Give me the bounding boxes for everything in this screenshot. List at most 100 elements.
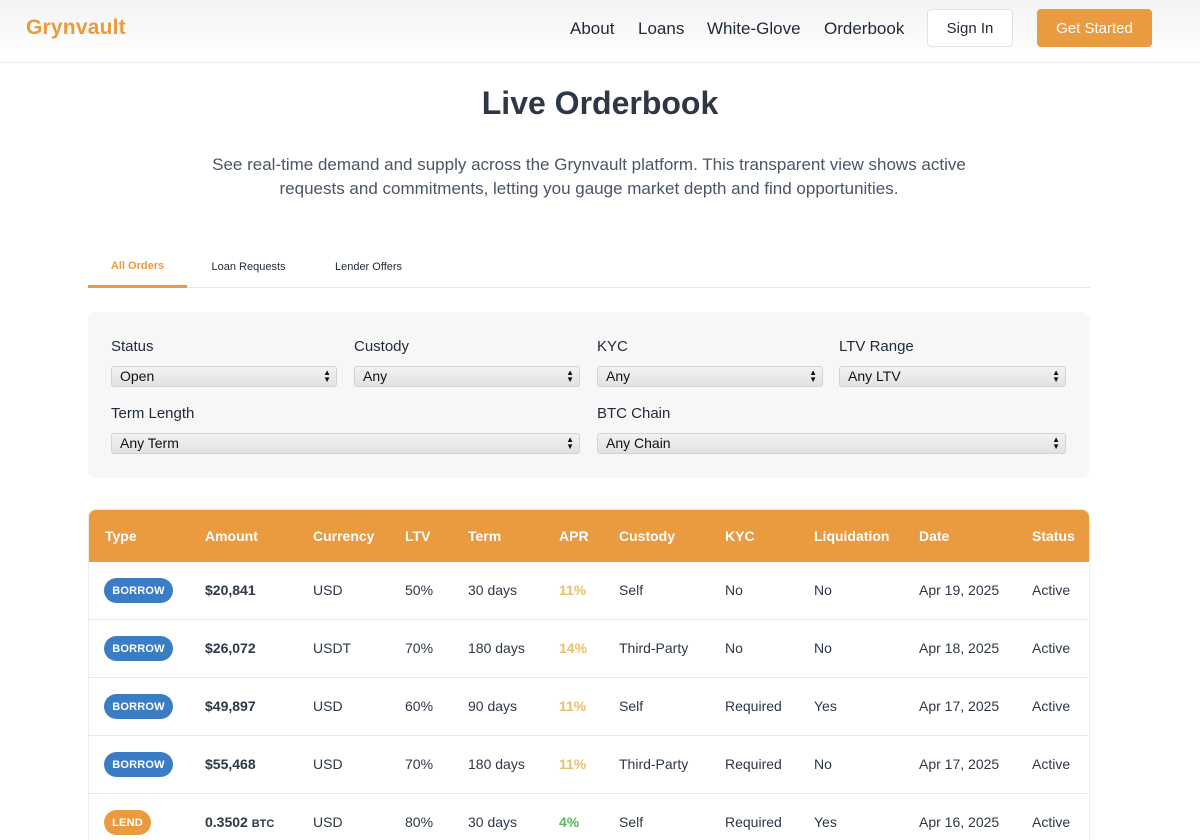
kyc-cell: Required xyxy=(725,698,782,714)
ltv-cell: 70% xyxy=(405,640,434,656)
table-row[interactable]: BORROW $20,841 USD 50% 30 days 11% Self … xyxy=(89,562,1089,620)
status-cell: Active xyxy=(1032,698,1071,714)
nav-link-orderbook[interactable]: Orderbook xyxy=(824,19,905,38)
tab-lender-offers[interactable]: Lender Offers xyxy=(334,261,403,273)
kyc-cell: Required xyxy=(725,756,782,772)
nav-link-about[interactable]: About xyxy=(570,19,615,38)
custody-cell: Third-Party xyxy=(619,640,689,656)
amount-value: $49,897 xyxy=(205,698,256,714)
date-cell: Apr 19, 2025 xyxy=(919,582,1000,598)
apr-cell: 11% xyxy=(559,698,587,714)
table-row[interactable]: BORROW $49,897 USD 60% 90 days 11% Self … xyxy=(89,678,1089,736)
col-header-type[interactable]: Type xyxy=(105,528,137,544)
table-row[interactable]: LEND 0.3502 BTC USD 80% 30 days 4% Self … xyxy=(89,794,1089,840)
liquidation-cell: No xyxy=(814,582,832,598)
term-cell: 30 days xyxy=(468,814,518,830)
col-header-custody[interactable]: Custody xyxy=(619,528,675,544)
ltv-filter-label: LTV Range xyxy=(839,338,914,355)
amount-cell: $49,897 xyxy=(205,698,256,714)
ltv-select-value: Any LTV xyxy=(848,368,901,384)
col-header-amount[interactable]: Amount xyxy=(205,528,258,544)
nav-link-white-glove[interactable]: White-Glove xyxy=(707,19,801,38)
term-select[interactable]: Any Term ▲ ▼ xyxy=(111,433,580,454)
liquidation-cell: Yes xyxy=(814,814,837,830)
type-badge: BORROW xyxy=(104,752,173,777)
select-arrows-icon: ▲ ▼ xyxy=(323,368,331,384)
get-started-button[interactable]: Get Started xyxy=(1037,9,1152,47)
col-header-term[interactable]: Term xyxy=(468,528,502,544)
liquidation-cell: No xyxy=(814,756,832,772)
apr-cell: 11% xyxy=(559,582,587,598)
amount-value: 0.3502 xyxy=(205,814,248,830)
top-nav-bar: Grynvault About Loans White-Glove Orderb… xyxy=(0,0,1200,63)
status-select[interactable]: Open ▲ ▼ xyxy=(111,366,337,387)
amount-cell: $26,072 xyxy=(205,640,256,656)
date-cell: Apr 17, 2025 xyxy=(919,756,1000,772)
custody-select-value: Any xyxy=(363,368,388,384)
col-header-status[interactable]: Status xyxy=(1032,528,1075,544)
apr-cell: 4% xyxy=(559,814,580,830)
select-arrows-icon: ▲ ▼ xyxy=(566,435,574,451)
type-badge: BORROW xyxy=(104,694,173,719)
select-arrows-icon: ▲ ▼ xyxy=(1052,368,1060,384)
tab-loan-requests[interactable]: Loan Requests xyxy=(211,261,286,273)
chain-filter-label: BTC Chain xyxy=(597,405,671,422)
kyc-cell: No xyxy=(725,640,743,656)
date-cell: Apr 17, 2025 xyxy=(919,698,1000,714)
table-row[interactable]: BORROW $26,072 USDT 70% 180 days 14% Thi… xyxy=(89,620,1089,678)
page-title: Live Orderbook xyxy=(481,85,719,121)
custody-cell: Self xyxy=(619,698,644,714)
term-cell: 180 days xyxy=(468,640,525,656)
currency-cell: USDT xyxy=(313,640,352,656)
custody-cell: Self xyxy=(619,814,644,830)
tab-all-orders[interactable]: All Orders xyxy=(88,246,187,288)
col-header-ltv[interactable]: LTV xyxy=(405,528,431,544)
kyc-select[interactable]: Any ▲ ▼ xyxy=(597,366,823,387)
kyc-cell: Required xyxy=(725,814,782,830)
status-select-value: Open xyxy=(120,368,155,384)
filter-panel: Status Open ▲ ▼ Custody Any ▲ ▼ KYC Any ▲ ▼… xyxy=(88,312,1090,478)
term-cell: 90 days xyxy=(468,698,518,714)
liquidation-cell: No xyxy=(814,640,832,656)
col-header-date[interactable]: Date xyxy=(919,528,950,544)
status-cell: Active xyxy=(1032,582,1071,598)
type-badge: BORROW xyxy=(104,578,173,603)
currency-cell: USD xyxy=(313,582,343,598)
ltv-cell: 50% xyxy=(405,582,434,598)
ltv-select[interactable]: Any LTV ▲ ▼ xyxy=(839,366,1066,387)
col-header-currency[interactable]: Currency xyxy=(313,528,375,544)
currency-cell: USD xyxy=(313,698,343,714)
amount-value: $26,072 xyxy=(205,640,256,656)
status-cell: Active xyxy=(1032,756,1071,772)
select-arrows-icon: ▲ ▼ xyxy=(1052,435,1060,451)
type-badge: BORROW xyxy=(104,636,173,661)
table-header: Type Amount Currency LTV Term APR Custod… xyxy=(89,510,1089,562)
col-header-apr[interactable]: APR xyxy=(559,528,589,544)
term-cell: 30 days xyxy=(468,582,518,598)
table-row[interactable]: BORROW $55,468 USD 70% 180 days 11% Thir… xyxy=(89,736,1089,794)
nav-link-loans[interactable]: Loans xyxy=(638,19,685,38)
type-badge: LEND xyxy=(104,810,151,835)
apr-cell: 14% xyxy=(559,640,588,656)
date-cell: Apr 18, 2025 xyxy=(919,640,1000,656)
status-cell: Active xyxy=(1032,640,1071,656)
amount-cell: $55,468 xyxy=(205,756,256,772)
chain-select[interactable]: Any Chain ▲ ▼ xyxy=(597,433,1066,454)
brand-logo[interactable]: Grynvault xyxy=(26,16,126,39)
ltv-cell: 80% xyxy=(405,814,434,830)
sign-in-button[interactable]: Sign In xyxy=(927,9,1013,47)
amount-unit: BTC xyxy=(251,818,275,830)
orderbook-tabs: All Orders Loan Requests Lender Offers xyxy=(88,246,1090,288)
amount-cell: 0.3502 BTC xyxy=(205,814,274,830)
custody-select[interactable]: Any ▲ ▼ xyxy=(354,366,580,387)
col-header-liquidation[interactable]: Liquidation xyxy=(814,528,890,544)
orderbook-table: Type Amount Currency LTV Term APR Custod… xyxy=(88,509,1090,840)
col-header-kyc[interactable]: KYC xyxy=(725,528,755,544)
amount-value: $20,841 xyxy=(205,582,256,598)
liquidation-cell: Yes xyxy=(814,698,837,714)
amount-cell: $20,841 xyxy=(205,582,256,598)
status-cell: Active xyxy=(1032,814,1071,830)
kyc-select-value: Any xyxy=(606,368,631,384)
ltv-cell: 70% xyxy=(405,756,434,772)
date-cell: Apr 16, 2025 xyxy=(919,814,1000,830)
